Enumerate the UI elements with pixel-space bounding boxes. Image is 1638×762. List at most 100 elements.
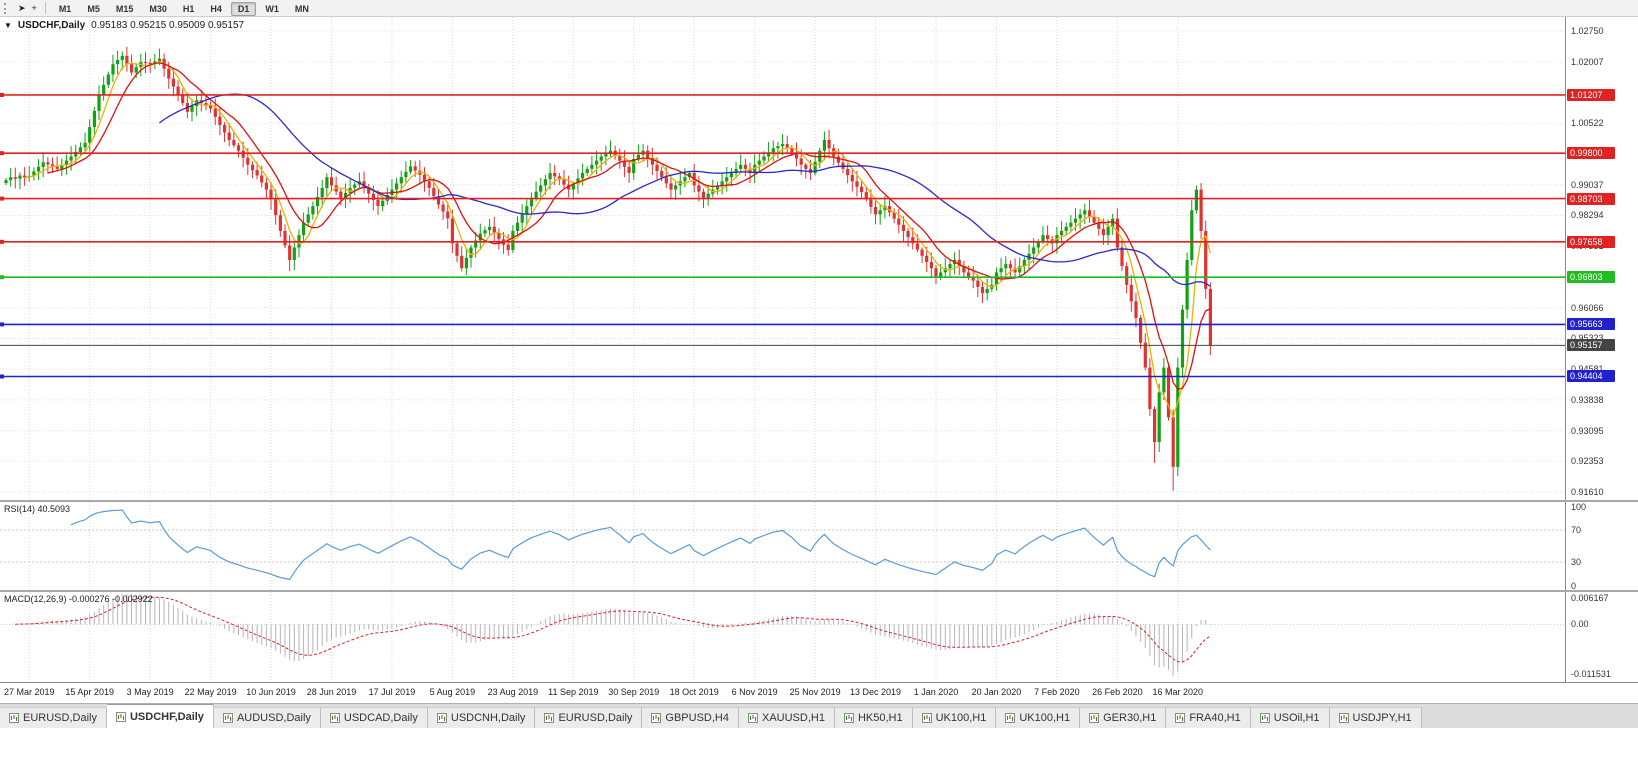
chart-tab-label: HK50,H1: [857, 712, 903, 724]
rsi-chart[interactable]: [0, 502, 1565, 590]
chart-tab-label: FRA40,H1: [1189, 712, 1241, 724]
chart-tab-xauusd-h1[interactable]: XAUUSD,H1: [738, 707, 835, 728]
chart-tab-bar: EURUSD,Daily USDCHF,Daily AUDUSD,Daily USDC…: [0, 703, 1638, 728]
time-axis-label: 25 Nov 2019: [789, 687, 841, 697]
chart-tab-eurusd-daily[interactable]: EURUSD,Daily: [535, 707, 643, 728]
rsi-line: [70, 509, 1211, 581]
price-chart-panel: ▼ USDCHF,Daily 0.95183 0.95215 0.95009 0…: [0, 17, 1638, 500]
chart-tab-audusd-daily[interactable]: AUDUSD,Daily: [213, 707, 321, 728]
chart-tab-gbpusd-h4[interactable]: GBPUSD,H4: [642, 707, 739, 728]
chart-tab-label: USDJPY,H1: [1352, 712, 1412, 724]
chart-tab-icon: [1005, 713, 1016, 723]
rsi-tick: 70: [1571, 525, 1582, 535]
time-axis-label: 20 Jan 2020: [971, 687, 1022, 697]
price-tick: 0.99037: [1571, 179, 1604, 190]
chart-tab-ger30-h1[interactable]: GER30,H1: [1080, 707, 1167, 728]
price-tick: 0.93838: [1571, 394, 1604, 405]
timeframe-button-h4[interactable]: H4: [210, 4, 222, 14]
chart-tab-eurusd-daily[interactable]: EURUSD,Daily: [0, 707, 107, 728]
timeframe-button-m5[interactable]: M5: [87, 4, 100, 14]
chart-tab-icon: [843, 713, 854, 723]
timeframe-button-h1[interactable]: H1: [182, 4, 195, 14]
macd-tick: 0.006167: [1571, 592, 1609, 603]
macd-chart[interactable]: [0, 592, 1565, 682]
level-price-badge: 0.94404: [1567, 370, 1615, 383]
timeframe-button-m15[interactable]: M15: [115, 4, 134, 14]
moving-average-5: [24, 61, 1212, 420]
crosshair-icon[interactable]: +: [31, 2, 37, 13]
chart-tab-label: UK100,H1: [1019, 712, 1071, 724]
level-price-badge: 0.99800: [1567, 147, 1615, 160]
timeframe-button-mn[interactable]: MN: [294, 4, 309, 14]
chart-tab-usdchf-daily[interactable]: USDCHF,Daily: [106, 704, 214, 728]
line-anchor-handle[interactable]: [0, 239, 4, 244]
chart-tab-label: USOil,H1: [1273, 712, 1320, 724]
price-tick: 1.02750: [1571, 26, 1604, 37]
chart-tab-icon: [222, 713, 233, 723]
macd-signal-line: [15, 596, 1211, 663]
toolbar-separator: [44, 2, 46, 14]
line-anchor-handle[interactable]: [0, 92, 4, 97]
price-tick: 0.93095: [1571, 425, 1604, 436]
panel-splitter[interactable]: [0, 500, 1638, 502]
price-tick: 0.95323: [1571, 333, 1604, 343]
chart-tab-usoil-h1[interactable]: USOil,H1: [1250, 707, 1330, 728]
chart-tab-fra40-h1[interactable]: FRA40,H1: [1166, 707, 1251, 728]
line-anchor-handle[interactable]: [0, 151, 4, 156]
time-axis-label: 3 May 2019: [126, 687, 174, 697]
line-anchor-handle[interactable]: [0, 196, 4, 201]
line-anchor-handle[interactable]: [0, 374, 4, 379]
time-axis-label: 15 Apr 2019: [65, 687, 114, 697]
chart-tab-usdcnh-daily[interactable]: USDCNH,Daily: [427, 707, 536, 728]
chart-tab-hk50-h1[interactable]: HK50,H1: [834, 707, 913, 728]
chart-tab-icon: [1175, 713, 1186, 723]
rsi-tick: 100: [1571, 502, 1587, 512]
price-axis[interactable]: 1.027501.020071.012651.005220.997790.990…: [1565, 17, 1638, 500]
panel-splitter[interactable]: [0, 590, 1638, 592]
time-axis-label: 1 Jan 2020: [913, 687, 959, 697]
price-tick: 0.96066: [1571, 302, 1604, 313]
rsi-axis[interactable]: 100 70 30 0: [1565, 502, 1638, 590]
macd-histogram: [10, 594, 1211, 676]
chart-tab-icon: [651, 713, 662, 723]
timeframe-button-w1[interactable]: W1: [265, 4, 279, 14]
price-tick: 1.02007: [1571, 56, 1604, 67]
status-strip: [0, 728, 1638, 762]
macd-axis[interactable]: 0.006167 0.00 -0.011531: [1565, 592, 1638, 682]
toolbar-drag-handle[interactable]: [4, 2, 10, 14]
line-anchor-handle[interactable]: [0, 322, 4, 327]
chart-tab-icon: [1338, 713, 1349, 723]
chart-tab-icon: [1259, 713, 1270, 723]
timeframe-buttons: M1 M5 M15 M30 H1 H4 D1 W1 MN: [51, 0, 317, 17]
level-price-badge: 0.96803: [1567, 271, 1615, 284]
price-chart[interactable]: [0, 17, 1565, 500]
chart-tab-usdjpy-h1[interactable]: USDJPY,H1: [1329, 707, 1422, 728]
timeframe-button-d1[interactable]: D1: [230, 2, 257, 16]
chart-tab-icon: [921, 713, 932, 723]
chart-tab-uk100-h1[interactable]: UK100,H1: [996, 707, 1081, 728]
time-axis-label: 30 Sep 2019: [608, 687, 660, 697]
chart-tab-icon: [436, 713, 447, 723]
price-tick: 0.92353: [1571, 456, 1604, 467]
chart-tab-icon: [329, 713, 340, 723]
price-tick: 0.98294: [1571, 210, 1604, 221]
time-axis[interactable]: 27 Mar 2019 15 Apr 2019 3 May 2019 22 May 2…: [0, 682, 1638, 703]
line-anchor-handle[interactable]: [0, 275, 4, 280]
timeframe-button-m1[interactable]: M1: [58, 4, 72, 14]
chart-tab-icon: [747, 713, 758, 723]
level-price-badge: 0.95663: [1567, 318, 1615, 331]
time-axis-label: 16 Mar 2020: [1152, 687, 1204, 697]
chart-tab-label: EURUSD,Daily: [558, 712, 633, 724]
rsi-panel: RSI(14) 40.5093 100 70 30 0: [0, 502, 1638, 590]
chart-tab-uk100-h1[interactable]: UK100,H1: [912, 707, 997, 728]
timeframe-button-m30[interactable]: M30: [149, 4, 167, 14]
time-axis-label: 22 May 2019: [184, 687, 237, 697]
chart-tab-label: USDCHF,Daily: [129, 710, 204, 723]
chart-tab-label: USDCAD,Daily: [343, 712, 418, 724]
pointer-icon[interactable]: ➤: [18, 2, 26, 13]
chart-tab-usdcad-daily[interactable]: USDCAD,Daily: [320, 707, 428, 728]
time-axis-label: 6 Nov 2019: [731, 687, 778, 697]
chart-tab-label: UK100,H1: [935, 712, 987, 724]
rsi-tick: 0: [1571, 581, 1577, 590]
